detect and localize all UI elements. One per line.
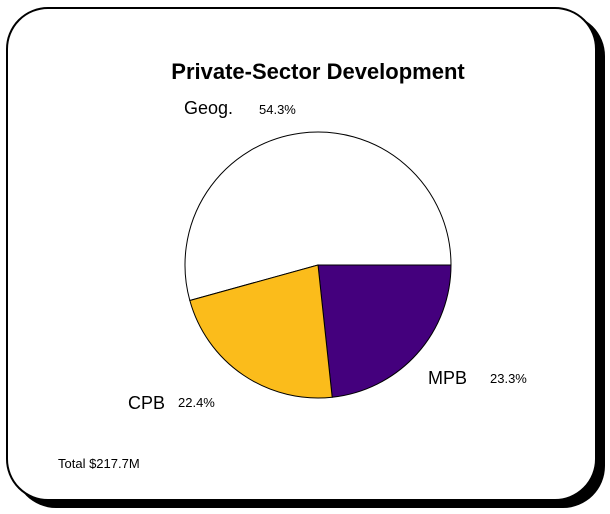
- pie-slices: [184, 131, 452, 399]
- pie-slice-geog: [184, 131, 452, 302]
- pie-slice-mpb: [317, 264, 452, 398]
- slice-value-geog: 54.3%: [259, 102, 296, 117]
- chart-title: Private-Sector Development: [171, 59, 465, 84]
- slice-label-mpb: MPB: [428, 368, 467, 388]
- slice-value-mpb: 23.3%: [490, 371, 527, 386]
- slice-label-geog: Geog.: [184, 98, 233, 118]
- pie-slice-cpb: [189, 264, 333, 399]
- total-label: Total $217.7M: [58, 456, 140, 471]
- slice-label-cpb: CPB: [128, 393, 165, 413]
- slice-value-cpb: 22.4%: [178, 395, 215, 410]
